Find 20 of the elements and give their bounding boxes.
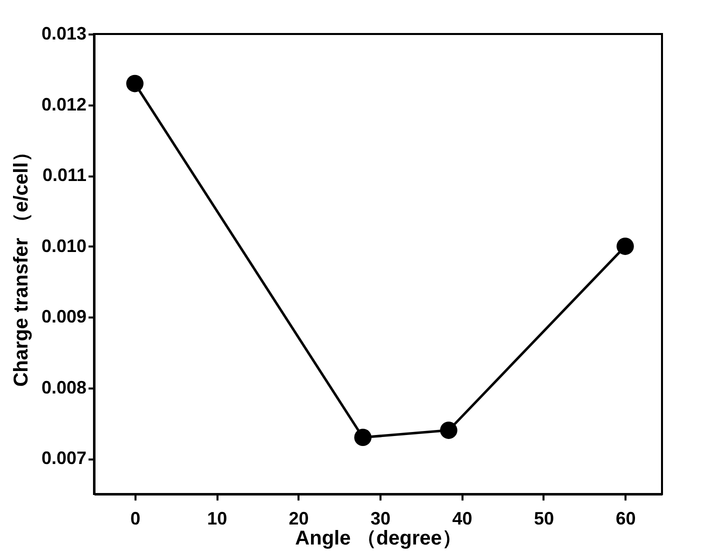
x-tick-label: 0 [130,508,140,528]
y-tick-label: 0.011 [42,165,86,186]
x-tick-label: 10 [207,508,228,528]
x-tick-label: 30 [370,508,391,528]
x-tick-label: 40 [452,508,472,528]
point [616,238,634,255]
x-axis-title: Angle （degree） [295,528,462,550]
y-tick-label: 0.008 [41,377,86,398]
x-tick-label: 50 [534,508,554,528]
y-tick-label: 0.013 [41,24,86,44]
y-axis-title: Charge transfer （e/cell） [10,142,32,387]
x-tick-label: 60 [616,508,636,528]
point [440,422,458,439]
y-tick-label: 0.010 [41,236,86,256]
y-tick-label: 0.009 [41,306,86,327]
x-tick-label: 20 [288,508,309,528]
y-tick-label: 0.012 [41,94,86,114]
point [126,74,144,92]
y-tick-label: 0.007 [41,448,86,468]
point [354,428,372,446]
